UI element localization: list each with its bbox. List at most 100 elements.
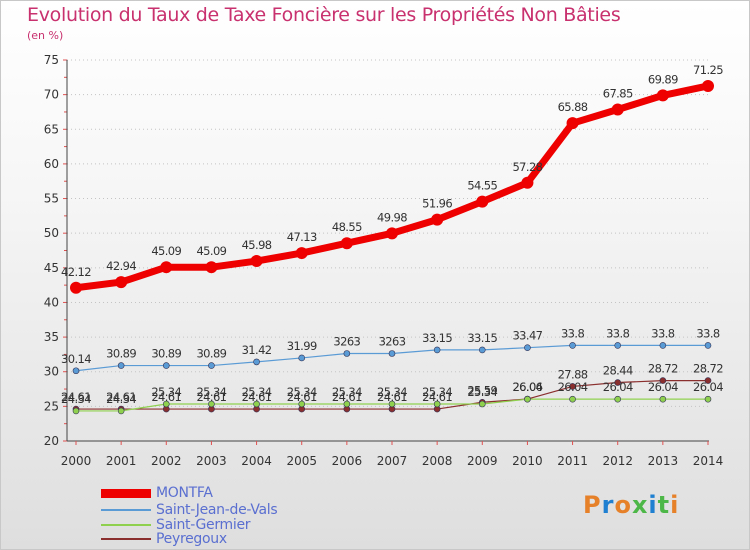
data-label: 24.61 [422,390,452,404]
data-label: 57.28 [512,160,542,174]
data-point [521,176,534,189]
data-label: 49.98 [377,210,407,224]
x-tick-label: 2009 [467,454,498,468]
data-point [704,395,712,403]
data-point [295,247,308,260]
data-point [614,379,622,386]
data-label: 24.61 [196,390,226,404]
data-point [566,117,579,130]
data-label: 26.04 [512,380,542,394]
data-label: 24.61 [242,390,272,404]
x-tick-label: 2005 [286,454,317,468]
data-label: 25.34 [151,385,181,399]
data-label: 30.89 [151,347,181,361]
y-tick-label: 50 [44,226,59,240]
data-point [702,79,714,92]
logo-letter: i [670,491,680,519]
data-label: 33.15 [422,331,452,345]
y-tick-label: 65 [44,122,59,136]
x-tick-label: 2010 [512,454,543,468]
data-label: 24.34 [106,392,136,406]
data-point [298,400,306,408]
data-label: 45.09 [196,244,226,258]
legend-swatch-montfa [101,489,151,498]
y-tick-label: 45 [44,261,59,275]
data-point [340,237,353,250]
data-label: 24.61 [332,390,362,404]
data-label: 24.61 [61,390,91,404]
data-label: 30.89 [106,347,136,361]
data-point [72,367,80,375]
data-point [343,400,351,408]
logo-letter: P [583,491,602,519]
data-label: 3263 [379,335,406,349]
x-tick-label: 2007 [377,454,408,468]
data-label: 24.34 [61,392,91,406]
data-point [704,342,712,349]
y-tick-label: 60 [44,157,59,171]
x-tick-label: 2014 [693,454,724,468]
data-point [611,103,624,116]
data-point [70,281,82,294]
data-label: 45.98 [242,238,272,252]
x-tick-label: 2006 [332,454,363,468]
data-point [659,377,667,384]
data-point [659,395,667,403]
data-label: 30.89 [196,347,226,361]
legend-label: Saint-Jean-de-Vals [156,502,278,518]
x-tick-label: 2012 [602,454,633,468]
data-point [253,358,260,366]
y-tick-label: 55 [44,192,59,206]
data-point [72,407,80,415]
x-tick-label: 2011 [557,454,588,468]
x-tick-label: 2013 [648,454,679,468]
data-point [162,400,170,408]
data-point [250,255,263,268]
data-label: 48.55 [332,220,362,234]
data-point [208,362,215,369]
logo-letter: o [614,491,632,519]
logo-letter: x [631,491,649,519]
data-point [208,400,215,408]
data-label: 33.47 [512,329,542,343]
y-tick-label: 75 [44,53,59,67]
data-label: 28.72 [693,362,723,376]
data-label: 26.04 [558,380,588,394]
data-label: 26.04 [648,380,678,394]
data-label: 25.34 [242,385,272,399]
data-label: 30.14 [61,352,91,366]
data-point [704,377,712,384]
data-point [659,342,667,349]
chart-title: Evolution du Taux de Taxe Foncière sur l… [27,4,621,26]
y-tick-label: 30 [44,365,59,379]
data-label: 27.88 [558,367,588,381]
data-label: 26.04 [603,380,633,394]
y-tick-label: 25 [44,399,59,413]
data-point [162,362,170,369]
data-label: 47.13 [287,230,317,244]
data-label: 25.34 [332,385,362,399]
data-label: 26.06 [512,380,542,394]
legend-label: Peyregoux [156,531,227,547]
data-label: 28.72 [648,362,678,376]
proxiti-logo: Proxiti [583,491,679,519]
data-label: 25.34 [467,385,497,399]
data-label: 24.61 [377,390,407,404]
y-tick-label: 70 [44,88,59,102]
data-label: 45.09 [151,244,181,258]
x-tick-label: 2008 [422,454,453,468]
legend-label: Saint-Germier [156,517,251,533]
logo-letter: r [601,491,615,519]
x-tick-label: 2002 [151,454,182,468]
data-label: 71.25 [693,63,723,77]
data-point [388,350,396,357]
x-tick-label: 2000 [61,454,92,468]
data-point [569,383,576,390]
logo-letter: t [657,491,671,519]
data-label: 31.42 [242,343,272,357]
data-label: 33.8 [651,326,674,340]
data-label: 42.12 [61,265,91,279]
data-label: 25.34 [422,385,452,399]
data-label: 65.88 [558,100,588,114]
